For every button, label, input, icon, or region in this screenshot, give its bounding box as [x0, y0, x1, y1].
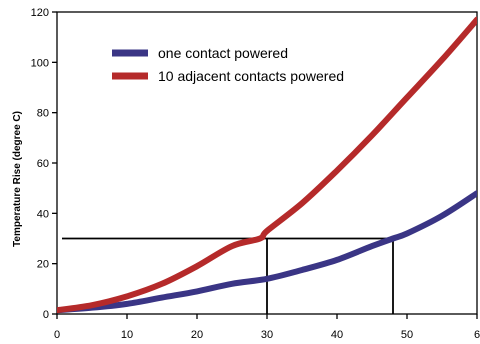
- series-line-1: [57, 190, 477, 314]
- y-tick-label: 20: [37, 259, 49, 271]
- series-line-2: [57, 16, 477, 314]
- x-tick-label: 0: [54, 329, 60, 341]
- axes: 0 20 40 60 80 100 120 0 10 20 30 40 50 6: [31, 7, 480, 341]
- x-tick-label: 30: [261, 329, 273, 341]
- y-tick-label: 80: [37, 108, 49, 120]
- series-layer: [57, 16, 477, 314]
- y-tick-label: 120: [31, 7, 49, 19]
- legend-label-2: 10 adjacent contacts powered: [158, 68, 344, 84]
- y-axis-label: Temperature Rise (degree C): [12, 111, 23, 247]
- legend-label-1: one contact powered: [158, 45, 288, 61]
- legend: one contact powered 10 adjacent contacts …: [112, 45, 344, 84]
- x-tick-label: 20: [191, 329, 203, 341]
- y-tick-label: 0: [43, 309, 49, 321]
- y-tick-label: 40: [37, 208, 49, 220]
- y-tick-label: 100: [31, 57, 49, 69]
- y-tick-label: 60: [37, 158, 49, 170]
- x-tick-label: 10: [121, 329, 133, 341]
- x-tick-label: 40: [331, 329, 343, 341]
- x-tick-label: 50: [401, 329, 413, 341]
- x-tick-label: 6: [474, 329, 480, 341]
